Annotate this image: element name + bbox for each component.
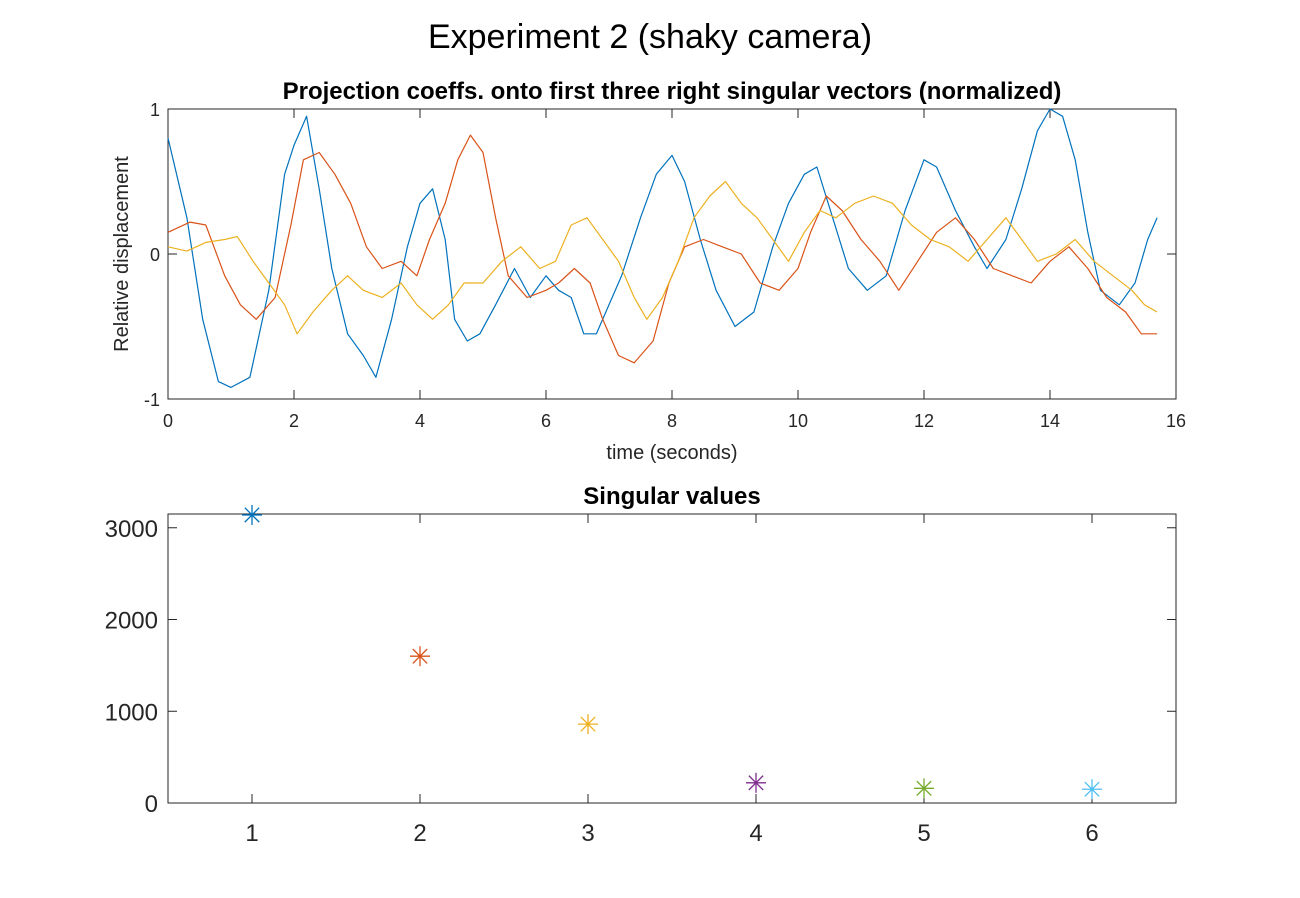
singular-values-axes: Singular values 1 2 3 4 5 6 0 1000 2000 3000 — [105, 483, 1177, 847]
singular-value-point-6 — [1082, 779, 1102, 800]
projection-series-line-2 — [167, 134, 1158, 364]
projection-x-tick-label: 6 — [541, 411, 551, 431]
projection-series-line-1 — [167, 108, 1158, 388]
figure-suptitle: Experiment 2 (shaky camera) — [428, 18, 872, 56]
singular-value-point-4 — [746, 772, 766, 793]
singular-values-points — [242, 504, 1102, 800]
projection-x-tick-label: 2 — [289, 411, 299, 431]
singular-values-y-tick-label: 1000 — [105, 699, 158, 726]
singular-values-y-tick-label: 2000 — [105, 608, 158, 635]
projection-x-tick-label: 10 — [788, 411, 808, 431]
projection-y-ticks: -1 0 1 — [144, 100, 1176, 410]
projection-x-ticks: 0 2 4 6 8 10 12 14 16 — [163, 109, 1186, 431]
projection-y-axis-label: Relative displacement — [111, 156, 133, 352]
singular-values-x-tick-label: 4 — [749, 820, 762, 847]
projection-y-tick-label: 1 — [150, 100, 160, 120]
projection-x-tick-label: 16 — [1166, 411, 1186, 431]
projection-x-tick-label: 14 — [1040, 411, 1060, 431]
singular-value-point-3 — [578, 714, 598, 735]
projection-x-tick-label: 0 — [163, 411, 173, 431]
singular-values-chart-title: Singular values — [583, 483, 760, 510]
projection-y-tick-label: 0 — [150, 245, 160, 265]
singular-values-axes-frame — [167, 513, 1177, 804]
projection-x-tick-label: 12 — [914, 411, 934, 431]
projection-y-tick-label: -1 — [144, 390, 160, 410]
projection-chart-title: Projection coeffs. onto first three righ… — [283, 78, 1062, 105]
projection-x-tick-label: 4 — [415, 411, 425, 431]
singular-value-point-5 — [914, 778, 934, 799]
projection-axes: Projection coeffs. onto first three righ… — [111, 78, 1186, 464]
singular-values-x-tick-label: 1 — [245, 820, 258, 847]
singular-values-x-tick-label: 6 — [1085, 820, 1098, 847]
projection-x-axis-label: time (seconds) — [606, 442, 737, 464]
singular-values-x-tick-label: 5 — [917, 820, 930, 847]
projection-x-tick-label: 8 — [667, 411, 677, 431]
singular-values-x-tick-label: 2 — [413, 820, 426, 847]
projection-series-lines — [167, 108, 1158, 388]
singular-values-y-tick-label: 0 — [145, 791, 158, 818]
singular-values-y-tick-label: 3000 — [105, 516, 158, 543]
singular-values-x-ticks: 1 2 3 4 5 6 — [245, 514, 1099, 847]
singular-values-y-ticks: 0 1000 2000 3000 — [105, 516, 1176, 818]
singular-values-x-tick-label: 3 — [581, 820, 594, 847]
singular-value-point-1 — [242, 504, 262, 525]
singular-value-point-2 — [410, 646, 430, 667]
projection-series-line-3 — [167, 180, 1158, 335]
